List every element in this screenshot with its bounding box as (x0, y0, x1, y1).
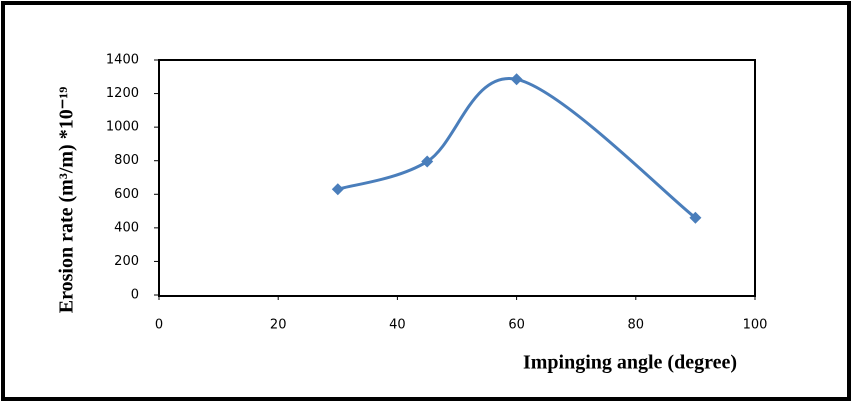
y-tick-label: 0 (131, 288, 139, 303)
y-axis-title: Erosion rate (m³/m) *10⁻¹⁹ (56, 87, 78, 313)
y-tick-label: 1200 (106, 86, 139, 101)
marker (510, 73, 523, 86)
marker (689, 211, 702, 224)
x-tick-label: 20 (270, 318, 287, 333)
y-tick-label: 200 (114, 254, 139, 269)
x-tick-label: 100 (743, 318, 768, 333)
line (337, 77, 697, 219)
y-tick-label: 600 (114, 187, 139, 202)
y-tick-label: 1400 (106, 53, 139, 68)
marker (421, 155, 434, 168)
y-tick-label: 800 (114, 153, 139, 168)
x-axis-title: Impinging angle (degree) (523, 352, 737, 374)
x-tick-label: 60 (508, 318, 525, 333)
x-tick-label: 80 (628, 318, 645, 333)
y-tick-label: 1000 (106, 120, 139, 135)
y-tick-label: 400 (114, 220, 139, 235)
marker (331, 183, 344, 196)
x-tick-label: 0 (155, 318, 163, 333)
x-tick-label: 40 (389, 318, 406, 333)
plot-area (158, 59, 756, 297)
